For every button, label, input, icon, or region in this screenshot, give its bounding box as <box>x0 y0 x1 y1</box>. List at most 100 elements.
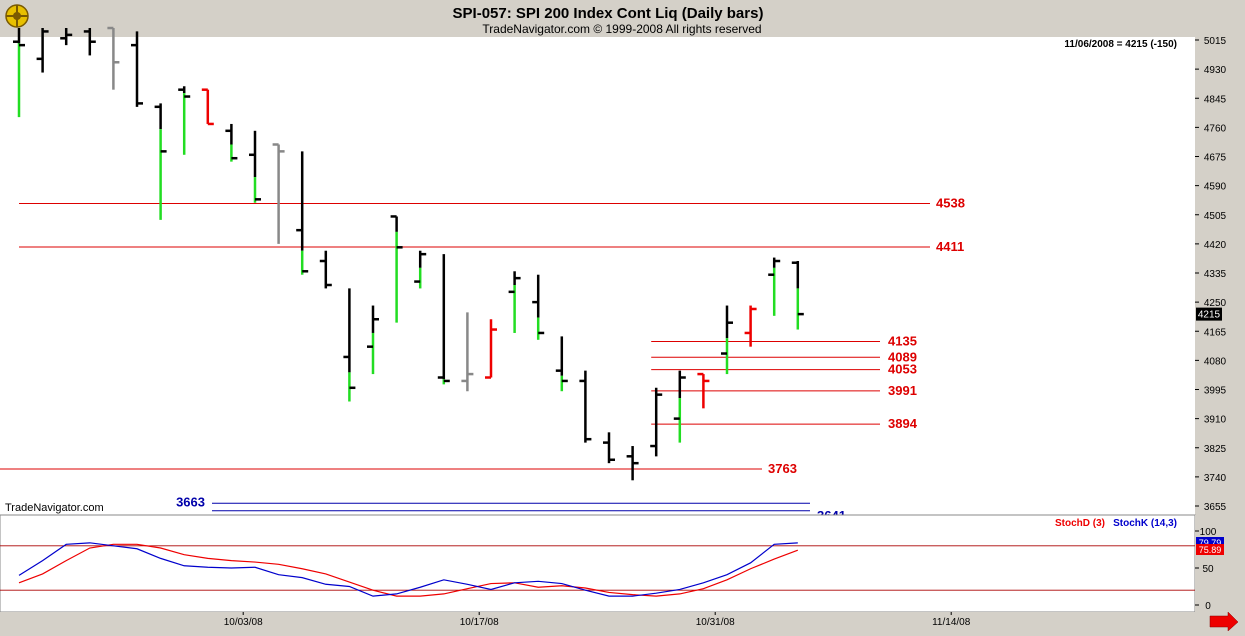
price-axis-ticks: 5015 4930 4845 4760 4675 4590 4505 4420 4335 4250… <box>1195 36 1227 513</box>
ohlc-bar <box>791 261 804 330</box>
ohlc-bar <box>650 387 663 457</box>
price-tick-label: 4505 <box>1204 211 1227 222</box>
ohlc-bar <box>485 319 497 379</box>
stochk-last-box <box>1196 537 1224 548</box>
price-tick-label: 4250 <box>1204 298 1227 309</box>
date-axis-labels: 10/03/08 10/17/08 10/31/08 11/14/08 <box>224 612 971 628</box>
price-tick-label: 4420 <box>1204 240 1227 251</box>
price-tick-label: 3910 <box>1204 415 1227 426</box>
ohlc-bar <box>768 257 781 316</box>
ohlc-bar <box>296 151 309 275</box>
ohlc-bar <box>697 372 710 409</box>
ohlc-bar <box>60 28 73 46</box>
stochk-last-label: 79.79 <box>1199 538 1222 548</box>
price-tick-label: 3740 <box>1204 473 1227 484</box>
stoch-last-markers: 79.79 75.89 <box>1196 537 1224 555</box>
chart-title: SPI-057: SPI 200 Index Cont Liq (Daily b… <box>453 5 764 22</box>
level-label: 4411 <box>936 239 964 254</box>
price-tick-label: 4590 <box>1204 182 1227 193</box>
ohlc-bar <box>390 215 403 323</box>
price-tick-label: 4675 <box>1204 153 1227 164</box>
header-band <box>0 0 1245 37</box>
level-label: 3894 <box>888 416 918 431</box>
stoch-tick-label: 50 <box>1202 564 1214 575</box>
ohlc-bar <box>508 271 521 333</box>
level-label: 3663 <box>176 494 205 509</box>
ohlc-bar <box>555 336 568 392</box>
stochd-last-box <box>1196 544 1224 555</box>
ohlc-bar <box>367 305 379 375</box>
right-arrow-icon <box>1209 611 1239 632</box>
info-readout: 11/06/2008 = 4215 (-150) <box>1064 39 1177 50</box>
date-axis <box>0 612 1245 631</box>
ohlc-bar <box>532 274 545 340</box>
stoch-axis <box>1195 515 1245 612</box>
ohlc-bar <box>721 305 733 375</box>
ohlc-bar <box>36 28 49 73</box>
ohlc-bar <box>343 288 356 402</box>
horizontal-levels: 4538441141354089405339913894376336633641 <box>0 195 965 523</box>
last-price-box <box>1196 307 1222 321</box>
ohlc-bar <box>107 26 120 90</box>
price-axis <box>1195 37 1245 515</box>
ohlc-bar <box>461 312 474 392</box>
price-tick-label: 4335 <box>1204 269 1227 280</box>
level-label: 4089 <box>888 349 917 364</box>
level-label: 4135 <box>888 334 917 349</box>
level-label: 3991 <box>888 383 917 398</box>
price-tick-label: 5015 <box>1204 36 1227 47</box>
ohlc-bar <box>225 123 238 162</box>
ohlc-bar <box>249 130 261 203</box>
price-tick-label: 4080 <box>1204 356 1227 367</box>
stoch-tick-label: 100 <box>1200 527 1217 538</box>
level-label: 4538 <box>936 195 965 210</box>
ohlc-bar <box>319 250 332 289</box>
chart-subtitle: TradeNavigator.com © 1999-2008 All right… <box>482 22 761 36</box>
scroll-right-button[interactable] <box>1209 611 1239 632</box>
price-tick-label: 4845 <box>1204 94 1227 105</box>
ohlc-bar <box>83 28 96 56</box>
date-tick-label: 10/31/08 <box>696 617 735 628</box>
price-panel <box>0 37 1195 515</box>
stoch-lines <box>18 542 799 597</box>
ohlc-bars <box>13 26 804 481</box>
ohlc-bar <box>579 370 592 443</box>
date-tick-label: 10/03/08 <box>224 617 263 628</box>
date-tick-label: 11/14/08 <box>932 617 971 628</box>
stoch-panel <box>0 514 1196 613</box>
logo[interactable] <box>5 4 29 28</box>
ohlc-bar <box>154 103 167 220</box>
price-tick-label: 3825 <box>1204 444 1227 455</box>
ohlc-bar <box>201 88 214 126</box>
ohlc-bar <box>626 446 639 481</box>
price-tick-label: 3995 <box>1204 386 1227 397</box>
date-tick-label: 10/17/08 <box>460 617 499 628</box>
ohlc-bar <box>673 370 686 443</box>
ohlc-bar <box>178 86 191 155</box>
ohlc-bar <box>437 254 450 385</box>
stochd-line <box>18 543 799 597</box>
price-tick-label: 4930 <box>1204 65 1227 76</box>
level-label: 3763 <box>768 461 797 476</box>
ohlc-bar <box>744 305 757 347</box>
stoch-tick-label: 0 <box>1205 601 1211 612</box>
stochd-last-label: 75.89 <box>1199 545 1222 555</box>
legend-stochd: StochD (3) <box>1055 518 1105 529</box>
stochk-line <box>18 542 798 597</box>
price-tick-label: 3655 <box>1204 502 1227 513</box>
last-price-marker: 4215 <box>1196 307 1222 321</box>
ohlc-bar <box>414 250 427 289</box>
watermark: TradeNavigator.com <box>5 502 104 514</box>
ohlc-bar <box>272 143 285 244</box>
price-tick-label: 4165 <box>1204 327 1227 338</box>
stoch-axis-ticks: 100 50 0 <box>1195 527 1217 612</box>
level-label: 4053 <box>888 362 917 377</box>
last-price-label: 4215 <box>1198 310 1221 321</box>
ohlc-bar <box>603 432 615 464</box>
legend-stochk: StochK (14,3) <box>1113 518 1177 529</box>
ohlc-bar <box>13 28 25 118</box>
price-tick-label: 4760 <box>1204 123 1227 134</box>
ohlc-bar <box>131 31 143 107</box>
